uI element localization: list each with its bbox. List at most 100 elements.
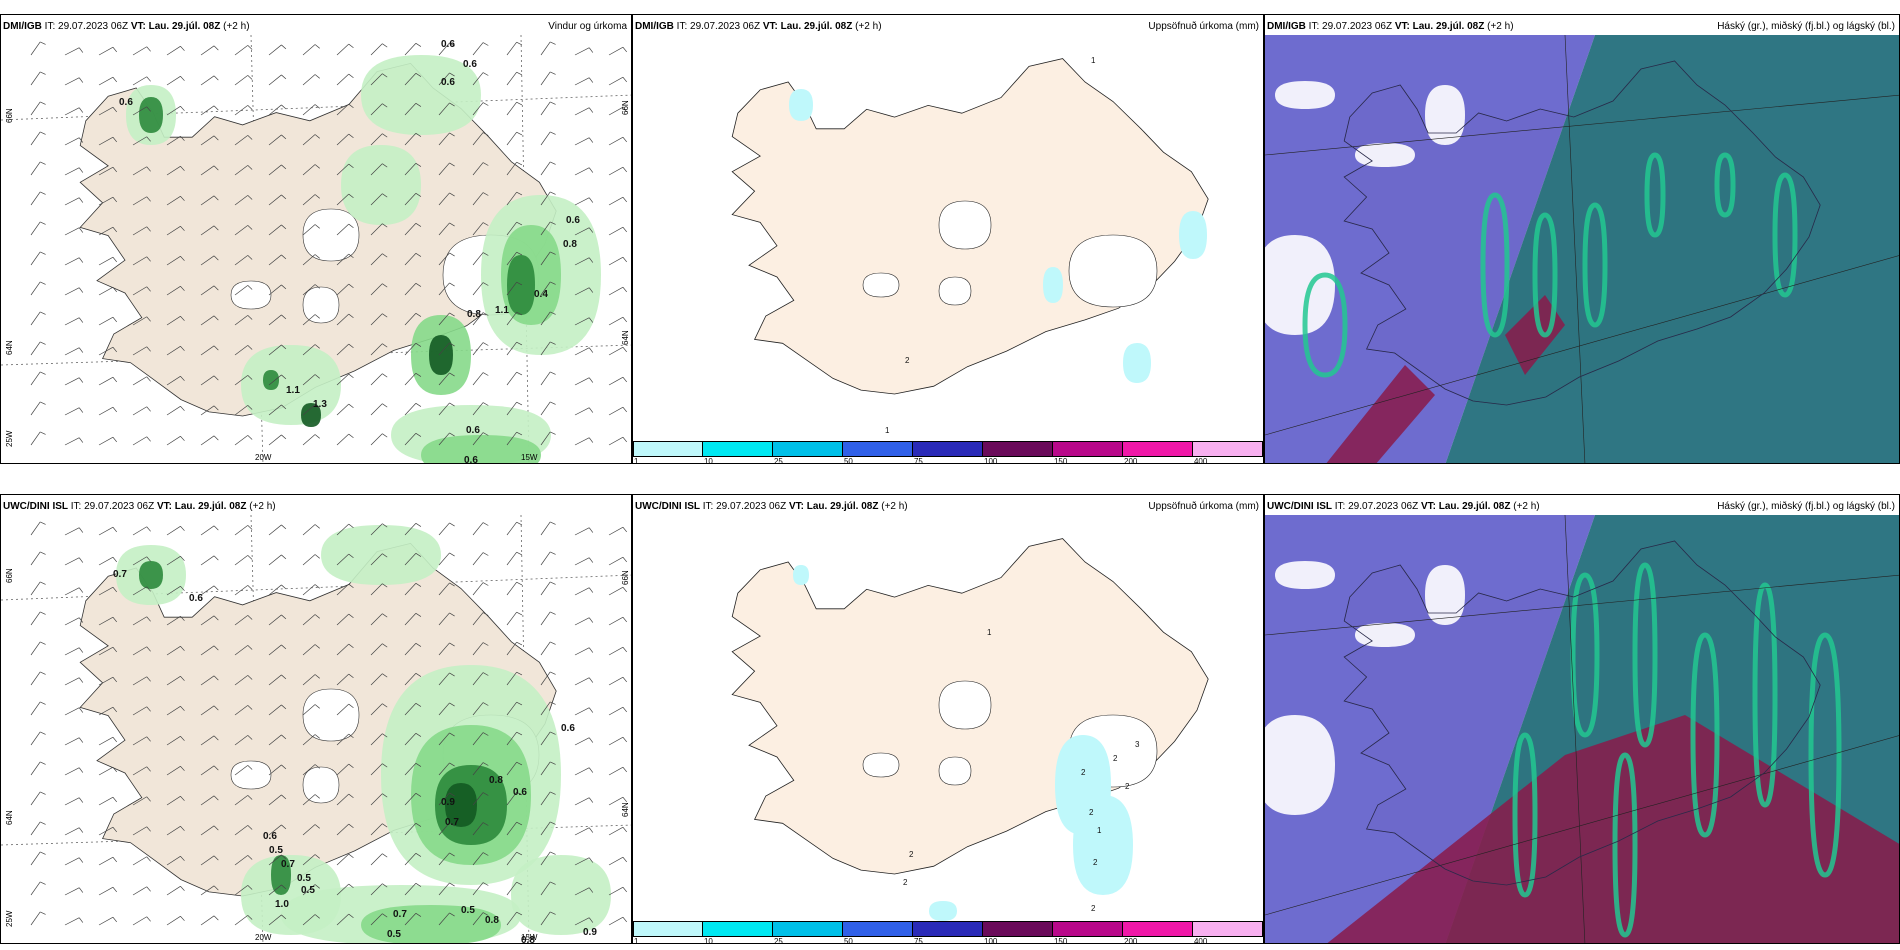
- wind-barb-flag: [449, 732, 455, 737]
- wind-barb: [608, 916, 628, 926]
- wind-barb-flag: [415, 313, 422, 317]
- lat-64-label: 64N: [5, 340, 14, 355]
- wind-barb-staff: [30, 341, 41, 356]
- lon-25w-label: 25W: [5, 910, 14, 927]
- wind-barb-flag: [247, 255, 253, 260]
- wind-barb-flag: [314, 674, 320, 679]
- wind-barb-staff: [234, 195, 248, 206]
- wind-barb-flag: [588, 527, 594, 533]
- wind-barb: [200, 855, 219, 866]
- wind-barb-flag: [482, 102, 489, 106]
- glacier: [862, 272, 900, 298]
- wind-barb-flag: [213, 225, 219, 231]
- wind-barb-flag: [314, 254, 320, 259]
- wind-barb-staff: [200, 915, 215, 926]
- wind-barb: [472, 132, 489, 146]
- wind-barb-staff: [200, 195, 215, 206]
- wind-barb: [438, 132, 455, 146]
- wind-barb: [404, 733, 422, 746]
- wind-barb: [132, 346, 151, 356]
- wind-barb: [200, 645, 219, 656]
- wind-barb-staff: [132, 886, 147, 896]
- wind-barb-staff: [200, 645, 215, 656]
- wind-barb: [574, 587, 594, 596]
- wind-barb-staff: [336, 583, 349, 596]
- wind-barb-flag: [40, 281, 46, 285]
- wind-barb-flag: [588, 257, 594, 263]
- wind-barb: [98, 196, 118, 206]
- wind-barb-flag: [180, 286, 185, 291]
- wind-barb-flag: [146, 136, 151, 142]
- wind-barb-staff: [200, 165, 215, 176]
- wind-barb-staff: [132, 136, 147, 146]
- wind-barb-staff: [234, 405, 248, 416]
- wind-barb-flag: [281, 104, 287, 110]
- wind-barb-flag: [314, 44, 320, 49]
- wind-barb-staff: [302, 374, 316, 386]
- wind-barb: [438, 102, 455, 116]
- wind-barb-flag: [112, 227, 118, 233]
- wind-barb-staff: [302, 764, 316, 776]
- wind-barb-staff: [98, 136, 114, 146]
- wind-barb: [574, 707, 594, 716]
- wind-barb: [268, 314, 287, 326]
- wind-barb-staff: [30, 611, 41, 626]
- wind-barb: [574, 197, 594, 206]
- wind-barb-flag: [78, 527, 84, 533]
- precip-accum-label: 2: [1125, 782, 1130, 791]
- wind-barb: [438, 192, 455, 206]
- colorbar-label: 200: [1124, 937, 1138, 944]
- precip-area: [1043, 267, 1063, 303]
- wind-barb-staff: [438, 402, 450, 416]
- wind-barb-staff: [64, 527, 80, 536]
- clear-sky: [1275, 561, 1335, 589]
- wind-barb: [336, 73, 354, 86]
- wind-barb: [472, 72, 489, 86]
- wind-barb: [370, 793, 388, 806]
- wind-barb-staff: [506, 132, 517, 146]
- wind-barb: [200, 795, 219, 806]
- wind-barb-staff: [268, 374, 282, 386]
- panel-title: Uppsöfnuð úrkoma (mm): [1148, 501, 1259, 512]
- wind-barb-staff: [268, 824, 282, 836]
- vt-label: VT:: [762, 21, 778, 32]
- wind-barb-flag: [40, 581, 46, 585]
- wind-barb-flag: [314, 794, 320, 799]
- wind-barb: [506, 731, 523, 746]
- wind-barb-staff: [268, 224, 282, 236]
- wind-barb: [574, 437, 594, 446]
- wind-barb: [336, 643, 354, 656]
- wind-barb-staff: [234, 855, 248, 866]
- wind-barb: [234, 525, 253, 536]
- wind-barb-flag: [146, 586, 151, 592]
- wind-barb-flag: [40, 221, 46, 225]
- wind-barb-staff: [370, 343, 383, 356]
- wind-barb-staff: [302, 704, 316, 716]
- wind-barb: [200, 615, 219, 626]
- wind-barb: [438, 402, 455, 416]
- wind-barb: [404, 73, 422, 86]
- wind-barb: [30, 731, 46, 746]
- wind-barb-flag: [314, 584, 320, 589]
- wind-barb-flag: [281, 584, 287, 590]
- wind-barb-flag: [314, 374, 320, 379]
- wind-barb: [200, 255, 219, 266]
- wind-barb-staff: [30, 521, 41, 536]
- wind-barb: [336, 133, 354, 146]
- wind-barb-staff: [302, 104, 316, 116]
- wind-barb-flag: [622, 77, 628, 83]
- wind-barb: [472, 432, 489, 446]
- wind-barb-staff: [472, 72, 484, 86]
- wind-barb-flag: [180, 256, 185, 261]
- wind-barb-staff: [540, 341, 551, 356]
- precip-value-label: 0.5: [461, 905, 475, 916]
- wind-barb: [98, 796, 118, 806]
- wind-barb: [506, 371, 523, 386]
- wind-barb-staff: [234, 795, 248, 806]
- wind-barb-flag: [622, 377, 628, 383]
- panel-header: DMI/IGB IT: 29.07.2023 06Z VT: Lau. 29.j…: [1267, 21, 1514, 32]
- wind-barb: [540, 551, 556, 566]
- wind-barb-flag: [348, 823, 354, 828]
- wind-barb-staff: [234, 675, 248, 686]
- wind-barb: [540, 161, 556, 176]
